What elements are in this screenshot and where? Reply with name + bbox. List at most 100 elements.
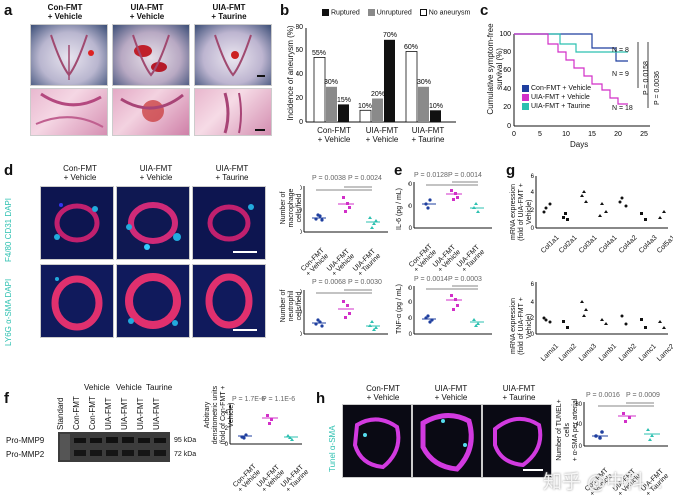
y-tick-100: 100 [408,316,413,322]
panel-e-label: e [394,162,403,179]
y-tick-0: 0 [579,444,583,450]
lane-2: Con-FMT [72,396,81,430]
label-uia-ruptured: 70% [383,32,397,39]
panel-c-label: c [480,2,489,19]
y-tick-100: 100 [500,31,511,38]
survival-line-tau [514,33,628,53]
legend-con: Con-FMT + Vehicle [531,85,591,92]
y-tick-200: 200 [408,300,413,306]
panel-d-stain-bottom: LY6G α-SMA DAPI [4,278,13,346]
fluor-d-top-2 [116,186,190,260]
panel-b-xlabel-3: UIA-FMT + Taurine [411,126,445,144]
panel-e-ylabel-top: IL-6 (pg / mL) [396,187,403,230]
d-top-x-1: Con-FMT + Vehicle [300,247,331,278]
y-tick-4: 4 [225,410,229,416]
y-tick-80: 80 [503,49,511,56]
legend-swatch-unruptured [367,9,375,16]
y-tick-0: 0 [300,230,303,236]
panel-e-ylabel-bottom: TNF-α (pg / mL) [396,284,403,334]
panel-h-group-2: UIA-FMT + Vehicle [434,384,468,402]
x-tick-0: 0 [512,131,516,138]
p-h-1: P = 0.0016 [586,392,620,399]
panel-d-chart-bottom: 0 20 40 [300,289,388,338]
p-f-1: P = 1.7E-6 [232,396,266,403]
label-tau-unruptured: 30% [417,79,431,86]
legend-tau: UIA-FMT + Taurine [531,103,591,110]
histology-uia-taurine [194,88,272,136]
x-tick-5: 5 [538,131,542,138]
x-tick-20: 20 [614,131,622,138]
fluor-d-top-1 [40,186,114,260]
panel-g-chart-bottom: 0 2 4 6 [531,282,668,338]
survival-line-uia [514,33,628,105]
points-uia [266,414,273,425]
n-label-2: N = 9 [612,71,629,78]
legend-unruptured: Unruptured [376,9,412,17]
d-top-x-2: UIA-FMT + Vehicle [326,247,357,278]
points-tau [368,216,378,229]
fluor-h-2 [412,404,482,478]
gene-bottom-6: Lamc1 [638,343,658,363]
e-top-x-1: Con-FMT + Vehicle [408,243,439,274]
gene-top-4: Col4a1 [598,234,619,255]
bar-con-unruptured [326,86,337,122]
panel-g-label: g [506,162,516,179]
gene-bottom-1: Lama1 [540,342,561,363]
panel-b-xlabel-1: Con-FMT + Vehicle [317,126,351,144]
panel-f-label: f [4,390,9,407]
label-uia-none: 10% [358,103,372,110]
y-tick-0: 0 [409,226,413,232]
legend-swatch-ruptured [322,9,329,16]
bar-con-ruptured [338,104,349,122]
y-tick-40: 40 [296,71,303,78]
y-tick-40: 40 [503,86,511,93]
panel-b-legend: Ruptured Unruptured No aneurysm [322,9,470,17]
y-tick-4: 4 [531,300,535,306]
panel-a-group-3: UIA-FMT + Taurine [211,3,247,21]
points-tau [646,428,654,441]
points-bottom [542,300,666,329]
p-label-c-1: P = 0.0158 [643,61,650,95]
y-tick-100: 100 [408,204,413,210]
panel-a-group-1: Con-FMT + Vehicle [47,3,83,21]
label-con-unruptured: 30% [324,79,338,86]
bar-uia-ruptured [384,39,395,122]
panel-d-stain-top: F4/80 CD31 DAPI [4,197,13,262]
y-tick-20: 20 [503,104,511,111]
y-tick-0: 0 [531,332,535,338]
p-e-top-2: P = 0.0014 [448,172,482,179]
p-e-bottom-2: P = 0.0003 [448,276,482,283]
bar-tau-none [405,51,418,123]
fluor-d-bottom-2 [116,264,190,338]
f-header-vehicle-1: Vehicle [84,383,110,392]
y-tick-2: 2 [531,208,535,214]
brain-image-uia-vehicle [112,24,190,86]
x-tick-10: 10 [562,131,570,138]
panel-g-chart-top: 0 2 4 6 [531,174,668,232]
y-tick-200: 200 [408,182,413,188]
band-mmp9: Pro-MMP9 [6,436,45,445]
p-d-top-2: P = 0.0024 [348,175,382,182]
gene-bottom-7: Lamc2 [656,343,673,363]
gene-bottom-5: Lamb2 [618,342,639,363]
legend-uia: UIA-FMT + Vehicle [531,94,590,101]
e-top-x-3: UIA-FMT + Taurine [456,243,487,274]
points-con [594,430,604,440]
panel-e-chart-top: 0 100 200 [408,181,492,232]
legend-swatch-uia [522,93,529,101]
n-label-1: N = 8 [612,47,629,54]
gene-bottom-3: Lama3 [578,342,599,363]
p-h-2: P = 0.0009 [626,392,660,399]
gel-image [58,432,170,462]
y-tick-40: 40 [300,186,303,192]
f-header-taurine: Taurine [146,383,173,392]
brain-image-uia-taurine [194,24,272,86]
panel-d-chart-top: 0 20 40 [300,186,388,236]
lane-7: UIA-FMT [152,397,161,430]
panel-a-group-2: UIA-FMT + Vehicle [129,3,165,21]
label-tau-none: 60% [404,44,418,51]
y-tick-60: 60 [296,47,303,54]
y-tick-2: 2 [531,316,535,322]
y-tick-300: 300 [408,286,413,292]
panel-c-legend: Con-FMT + Vehicle UIA-FMT + Vehicle UIA-… [522,84,591,111]
